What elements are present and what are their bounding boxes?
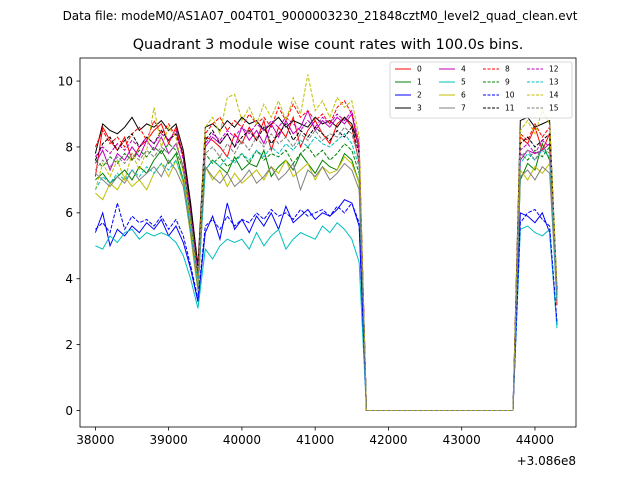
legend-label-5: 5 xyxy=(461,78,466,87)
legend-label-6: 6 xyxy=(461,91,466,100)
x-tick-label: 44000 xyxy=(516,433,554,447)
x-tick-label: 42000 xyxy=(369,433,407,447)
legend-frame xyxy=(389,61,573,119)
series-line-12 xyxy=(94,109,558,412)
legend-label-9: 9 xyxy=(505,78,510,87)
legend-label-8: 8 xyxy=(505,65,510,74)
legend-label-15: 15 xyxy=(549,104,559,113)
series-lines xyxy=(94,74,558,412)
legend-label-4: 4 xyxy=(461,65,466,74)
x-tick-label: 41000 xyxy=(296,433,334,447)
legend-label-13: 13 xyxy=(549,78,559,87)
y-tick-label: 6 xyxy=(65,206,73,220)
legend-label-0: 0 xyxy=(417,65,422,74)
plot-area: 38000 39000 40000 41000 42000 43000 44000 0 2 4 6 8… xyxy=(58,57,577,447)
x-tick-label: 43000 xyxy=(443,433,481,447)
x-offset-label: +3.086e8 xyxy=(517,454,576,468)
x-tick-label: 39000 xyxy=(150,433,188,447)
series-line-15 xyxy=(94,126,558,412)
y-tick-label: 10 xyxy=(58,74,73,88)
legend-label-12: 12 xyxy=(549,65,559,74)
y-tick-label: 4 xyxy=(65,272,73,286)
legend-label-3: 3 xyxy=(417,104,422,113)
series-line-10 xyxy=(95,200,558,412)
y-tick-label: 2 xyxy=(65,338,73,352)
legend-label-7: 7 xyxy=(461,104,466,113)
legend-label-1: 1 xyxy=(417,78,422,87)
legend-label-10: 10 xyxy=(505,91,515,100)
legend-label-14: 14 xyxy=(549,91,559,100)
y-tick-label: 0 xyxy=(65,404,73,418)
legend-label-11: 11 xyxy=(505,104,515,113)
y-tick-label: 8 xyxy=(65,140,73,154)
x-tick-label: 38000 xyxy=(76,433,114,447)
suptitle: Data file: modeM0/AS1A07_004T01_90000032… xyxy=(63,9,578,23)
chart-title: Quadrant 3 module wise count rates with … xyxy=(133,37,524,53)
legend-label-2: 2 xyxy=(417,91,422,100)
axes-frame xyxy=(79,57,577,428)
x-tick-label: 40000 xyxy=(223,433,261,447)
